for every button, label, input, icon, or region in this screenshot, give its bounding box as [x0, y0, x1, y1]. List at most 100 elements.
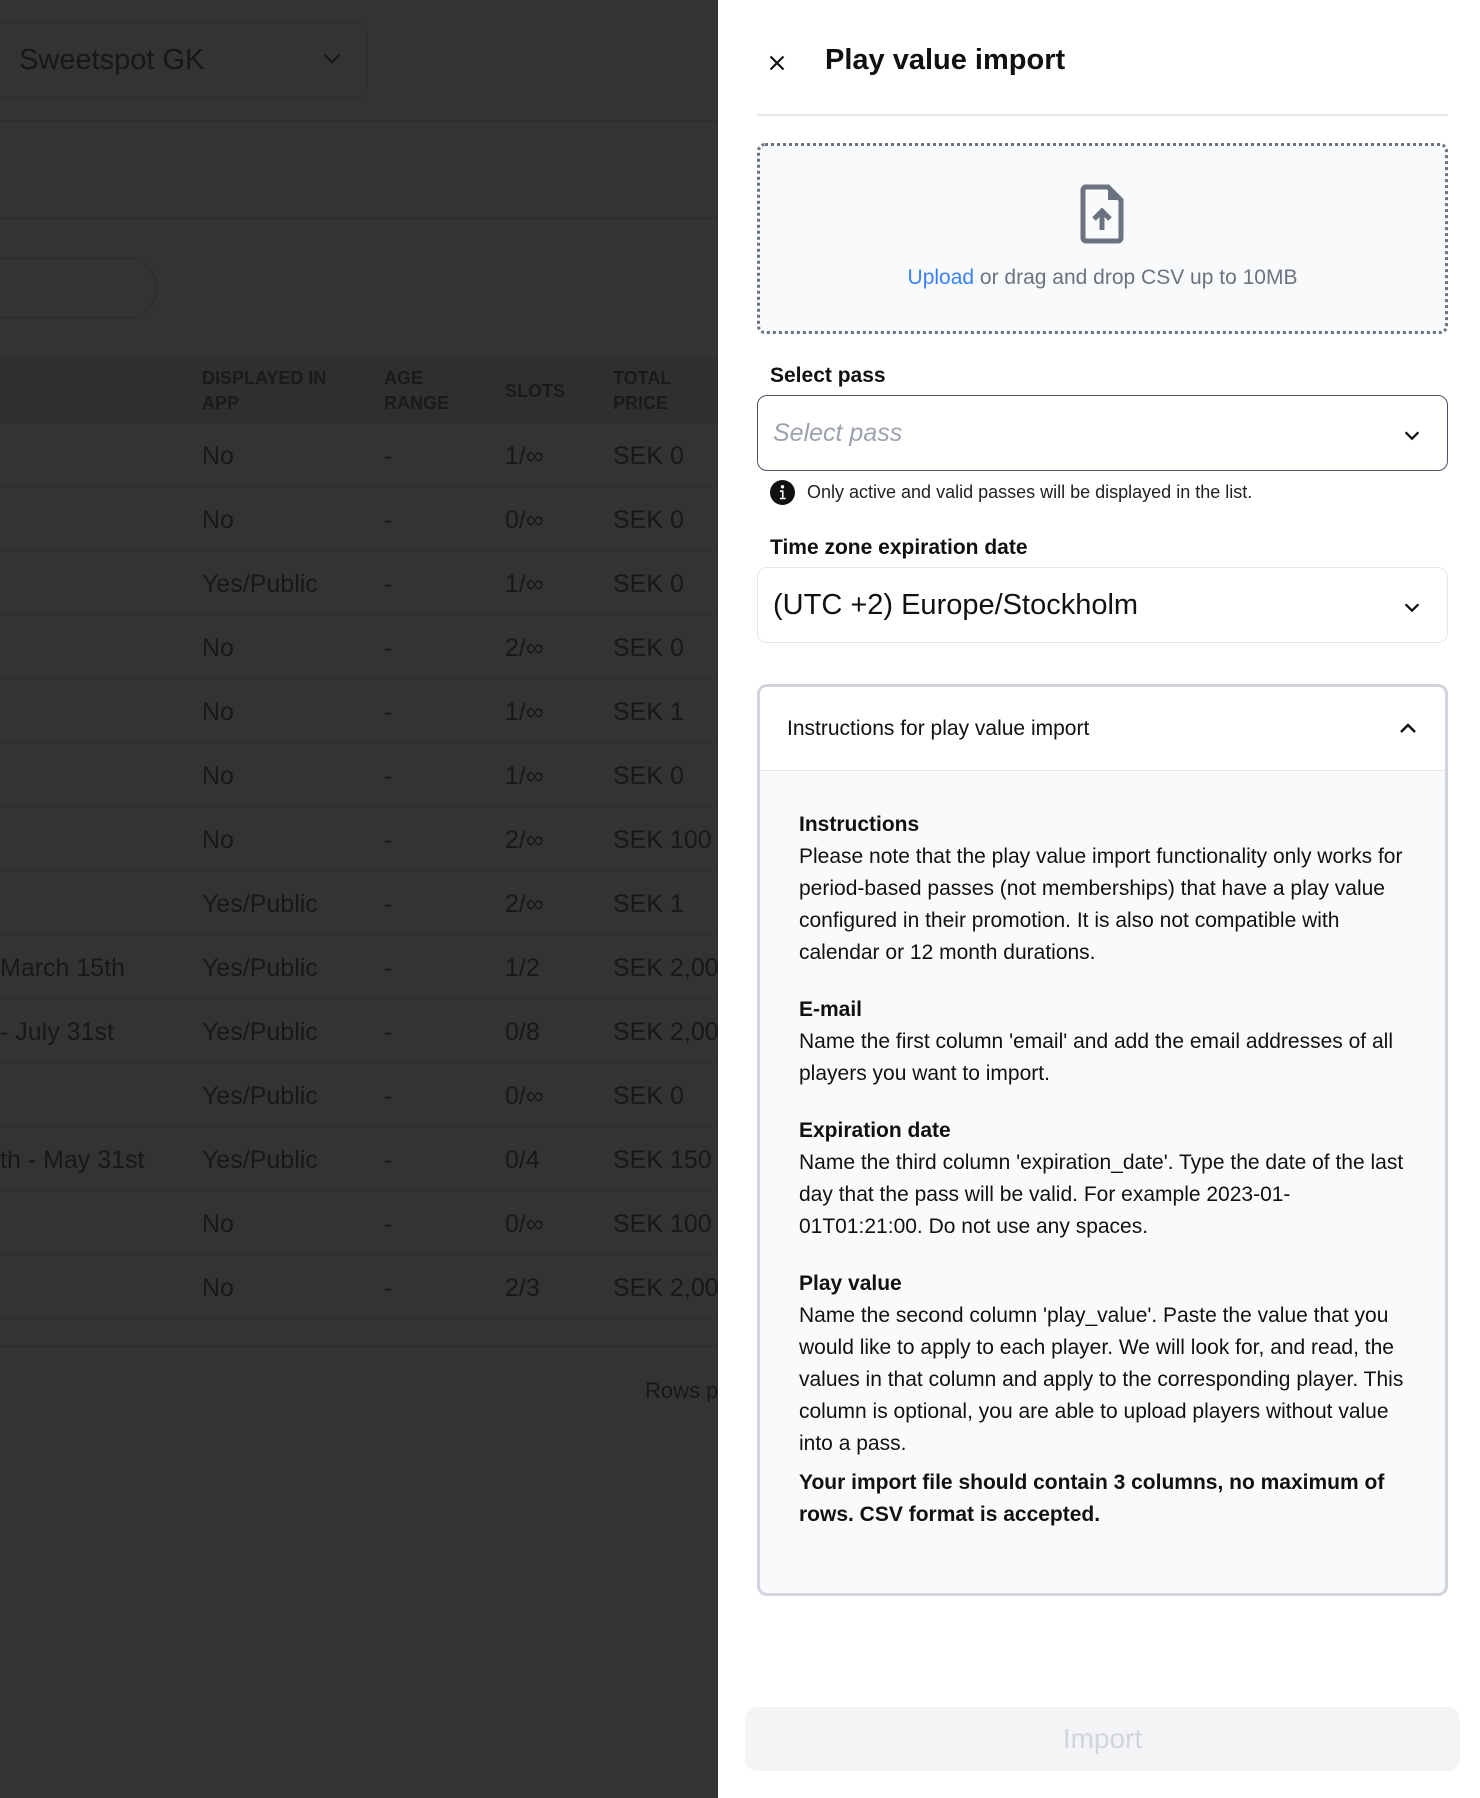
select-pass-label: Select pass [770, 364, 886, 387]
file-upload-icon [1080, 184, 1124, 244]
cell-price: SEK 0 [613, 506, 684, 534]
cell-displayed: No [202, 442, 234, 470]
table-row[interactable]: No - 2/3 SEK 2,000 [0, 1256, 718, 1320]
search-input[interactable] [0, 257, 158, 319]
chevron-up-icon [1400, 723, 1416, 733]
cell-age: - [384, 442, 393, 470]
cell-name: March 15th [0, 954, 126, 982]
cell-price: SEK 2,000 [613, 1274, 718, 1302]
section-title: Play value [799, 1272, 902, 1295]
cell-slots: 1/2 [505, 954, 540, 982]
table-row[interactable]: No - 1/∞ SEK 0 [0, 744, 718, 808]
cell-displayed: Yes/Public [202, 570, 318, 598]
cell-price: SEK 0 [613, 570, 684, 598]
table-header: DISPLAYED IN APP AGE RANGE SLOTS TOTAL P… [0, 358, 718, 424]
cell-slots: 0/∞ [505, 506, 544, 534]
section-body: Please note that the play value import f… [799, 845, 1403, 964]
cell-slots: 0/8 [505, 1018, 540, 1046]
cell-age: - [384, 1018, 393, 1046]
cell-age: - [384, 1082, 393, 1110]
cell-displayed: Yes/Public [202, 954, 318, 982]
select-pass-hint: Only active and valid passes will be dis… [770, 480, 1252, 505]
section-title: E-mail [799, 998, 863, 1021]
cell-slots: 2/∞ [505, 826, 544, 854]
table-row[interactable]: th - May 31st Yes/Public - 0/4 SEK 150 [0, 1128, 718, 1192]
cell-displayed: No [202, 506, 234, 534]
table-row[interactable]: No - 2/∞ SEK 0 [0, 616, 718, 680]
club-select-value: Sweetspot GK [19, 43, 205, 76]
instruction-section: E-mail Name the first column 'email' and … [799, 994, 1409, 1090]
cell-age: - [384, 1146, 393, 1174]
cell-displayed: No [202, 762, 234, 790]
cell-age: - [384, 570, 393, 598]
cell-displayed: Yes/Public [202, 1018, 318, 1046]
table-row[interactable]: No - 0/∞ SEK 0 [0, 488, 718, 552]
column-header: DISPLAYED IN APP [202, 368, 327, 413]
cell-price: SEK 0 [613, 442, 684, 470]
select-pass-dropdown[interactable]: Select pass [757, 395, 1448, 471]
divider [0, 120, 718, 122]
cell-price: SEK 0 [613, 762, 684, 790]
cell-name: th - May 31st [0, 1146, 145, 1174]
cell-slots: 1/∞ [505, 762, 544, 790]
cell-age: - [384, 506, 393, 534]
timezone-value: (UTC +2) Europe/Stockholm [773, 588, 1139, 621]
cell-price: SEK 2,000 [613, 1018, 718, 1046]
cell-displayed: Yes/Public [202, 890, 318, 918]
divider [757, 114, 1448, 116]
accordion-header[interactable]: Instructions for play value import [760, 687, 1445, 771]
cell-displayed: No [202, 634, 234, 662]
section-title: Expiration date [799, 1119, 951, 1142]
accordion-title: Instructions for play value import [787, 716, 1090, 740]
table-row[interactable]: March 15th Yes/Public - 1/2 SEK 2,000 [0, 936, 718, 1000]
divider [0, 1345, 718, 1347]
cell-slots: 1/∞ [505, 442, 544, 470]
chevron-down-icon [1404, 603, 1420, 613]
close-icon[interactable] [764, 50, 790, 76]
cell-age: - [384, 634, 393, 662]
section-body: Name the first column 'email' and add th… [799, 1030, 1393, 1085]
chevron-down-icon [1404, 431, 1420, 441]
import-button[interactable]: Import [745, 1707, 1460, 1771]
cell-price: SEK 100 [613, 826, 712, 854]
rows-per-page-label: Rows per page [645, 1378, 718, 1403]
cell-displayed: No [202, 1210, 234, 1238]
instruction-section: Expiration date Name the third column 'ex… [799, 1115, 1409, 1243]
cell-age: - [384, 1274, 393, 1302]
instructions-accordion: Instructions for play value import Instr… [757, 684, 1448, 1596]
chevron-down-icon [323, 53, 341, 64]
upload-hint: or drag and drop CSV up to 10MB [974, 266, 1298, 289]
cell-slots: 0/∞ [505, 1210, 544, 1238]
cell-slots: 0/4 [505, 1146, 540, 1174]
table-row[interactable]: Yes/Public - 2/∞ SEK 1 [0, 872, 718, 936]
cell-price: SEK 100 [613, 1210, 712, 1238]
table-row[interactable]: No - 0/∞ SEK 100 [0, 1192, 718, 1256]
cell-price: SEK 2,000 [613, 954, 718, 982]
upload-link[interactable]: Upload [907, 266, 975, 289]
cell-age: - [384, 762, 393, 790]
select-pass-placeholder: Select pass [773, 418, 903, 447]
cell-slots: 1/∞ [505, 570, 544, 598]
cell-price: SEK 0 [613, 634, 684, 662]
cell-age: - [384, 890, 393, 918]
table-row[interactable]: - July 31st Yes/Public - 0/8 SEK 2,000 [0, 1000, 718, 1064]
table-row[interactable]: Yes/Public - 0/∞ SEK 0 [0, 1064, 718, 1128]
cell-age: - [384, 826, 393, 854]
table-row[interactable]: Yes/Public - 1/∞ SEK 0 [0, 552, 718, 616]
cell-age: - [384, 698, 393, 726]
table-row[interactable]: No - 1/∞ SEK 0 [0, 424, 718, 488]
cell-name: - July 31st [0, 1018, 114, 1046]
cell-displayed: Yes/Public [202, 1082, 318, 1110]
instruction-section: Play value Name the second column 'play_v… [799, 1268, 1409, 1460]
cell-price: SEK 150 [613, 1146, 712, 1174]
accordion-body: Instructions Please note that the play va… [760, 771, 1445, 1531]
timezone-label: Time zone expiration date [770, 536, 1028, 559]
upload-dropzone[interactable]: Upload or drag and drop CSV up to 10MB [757, 143, 1448, 334]
section-body: Name the second column 'play_value'. Pas… [799, 1304, 1404, 1455]
table-row[interactable]: No - 2/∞ SEK 100 [0, 808, 718, 872]
club-select[interactable]: Sweetspot GK [0, 22, 368, 98]
column-header: AGE RANGE [384, 368, 450, 413]
table-row[interactable]: No - 1/∞ SEK 1 [0, 680, 718, 744]
cell-price: SEK 0 [613, 1082, 684, 1110]
timezone-dropdown[interactable]: (UTC +2) Europe/Stockholm [757, 567, 1448, 643]
